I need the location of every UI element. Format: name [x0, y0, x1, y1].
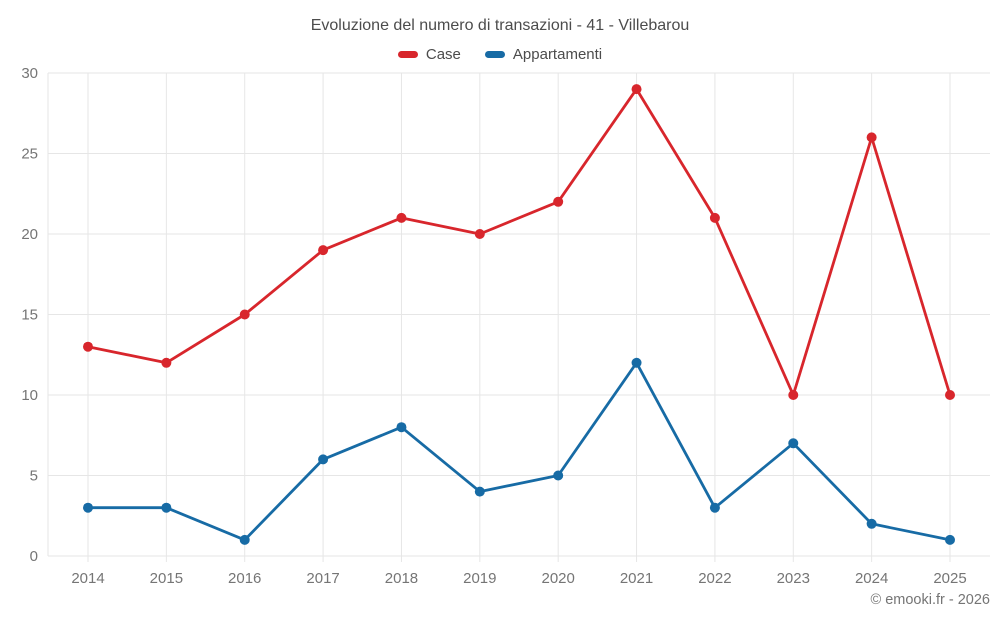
series-line-case — [86, 87, 952, 397]
x-axis-tick-label: 2019 — [463, 570, 496, 587]
data-point-case-2020[interactable] — [553, 196, 564, 207]
data-point-case-2017[interactable] — [318, 245, 329, 256]
data-point-case-2025[interactable] — [945, 390, 955, 400]
legend-swatch-case-icon — [397, 51, 418, 58]
data-point-appartamenti-2022[interactable] — [709, 502, 720, 513]
y-axis-tick-label: 5 — [30, 468, 38, 485]
y-axis-tick-label: 30 — [21, 65, 38, 82]
data-point-appartamenti-2024[interactable] — [866, 518, 877, 529]
y-axis-tick-label: 20 — [21, 226, 38, 243]
y-axis-tick-label: 25 — [21, 146, 38, 163]
x-axis-tick-label: 2018 — [385, 570, 418, 587]
data-point-case-2016[interactable] — [239, 309, 250, 320]
chart-legend: Case Appartamenti — [0, 46, 1000, 63]
legend-label-case: Case — [425, 46, 461, 63]
y-axis-tick-label: 0 — [30, 548, 38, 565]
data-point-case-2018[interactable] — [396, 212, 407, 223]
x-axis-tick-label: 2014 — [71, 570, 104, 587]
legend-item-case[interactable]: Case — [397, 46, 461, 63]
legend-item-appartamenti[interactable]: Appartamenti — [484, 46, 603, 63]
data-point-appartamenti-2018[interactable] — [396, 422, 407, 433]
x-axis-tick-label: 2015 — [150, 570, 183, 587]
x-axis-tick-label: 2021 — [620, 570, 653, 587]
legend-swatch-appartamenti-icon — [484, 51, 505, 58]
x-axis-tick-label: 2024 — [855, 570, 888, 587]
data-point-appartamenti-2021[interactable] — [631, 357, 642, 368]
x-axis-tick-label: 2022 — [698, 570, 731, 587]
legend-label-appartamenti: Appartamenti — [512, 46, 603, 63]
data-point-appartamenti-2016[interactable] — [239, 534, 250, 545]
x-axis-tick-label: 2017 — [306, 570, 339, 587]
x-axis-tick-label: 2020 — [541, 570, 574, 587]
data-point-appartamenti-2020[interactable] — [553, 470, 564, 481]
data-point-appartamenti-2025[interactable] — [945, 534, 955, 545]
data-point-case-2021[interactable] — [631, 84, 642, 95]
data-point-case-2019[interactable] — [474, 229, 485, 239]
y-axis-tick-label: 10 — [21, 387, 38, 404]
y-axis-tick-label: 15 — [21, 307, 38, 324]
copyright-text: © emooki.fr - 2026 — [870, 592, 990, 608]
data-point-case-2014[interactable] — [83, 341, 93, 352]
series-line-appartamenti — [86, 361, 952, 542]
data-point-appartamenti-2014[interactable] — [83, 502, 93, 513]
data-point-case-2022[interactable] — [709, 212, 720, 223]
chart-title: Evoluzione del numero di transazioni - 4… — [310, 17, 690, 34]
x-axis-tick-label: 2016 — [228, 570, 261, 587]
data-point-appartamenti-2017[interactable] — [318, 454, 329, 465]
data-point-case-2023[interactable] — [788, 390, 799, 400]
data-point-case-2024[interactable] — [866, 132, 877, 143]
x-axis-tick-label: 2025 — [933, 570, 966, 587]
data-point-appartamenti-2023[interactable] — [788, 438, 799, 449]
data-point-appartamenti-2019[interactable] — [474, 486, 485, 497]
data-point-appartamenti-2015[interactable] — [161, 502, 172, 513]
x-axis-tick-label: 2023 — [777, 570, 810, 587]
data-point-case-2015[interactable] — [161, 357, 172, 368]
